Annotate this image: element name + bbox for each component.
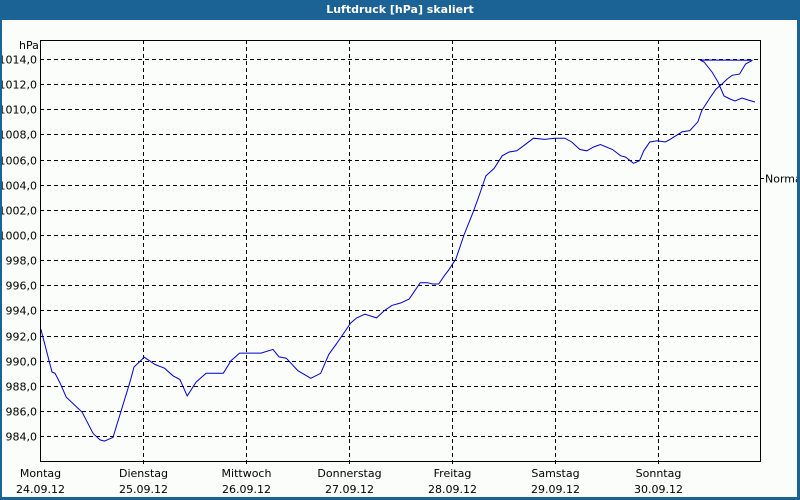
- window-title: Luftdruck [hPa] skaliert: [326, 3, 474, 16]
- x-tick-date-label: 24.09.12: [16, 483, 65, 496]
- y-tick-label: 1012,0: [2, 79, 37, 92]
- y-tick-label: 996,0: [6, 280, 38, 293]
- x-tick-date-label: 27.09.12: [325, 483, 374, 496]
- x-tick-date-label: 26.09.12: [222, 483, 271, 496]
- y-axis-unit-label: hPa: [19, 39, 39, 52]
- pressure-line: [40, 59, 756, 442]
- x-tick-day-label: Montag: [20, 467, 61, 480]
- x-tick-day-label: Freitag: [434, 467, 472, 480]
- y-tick-label: 994,0: [6, 305, 38, 318]
- y-tick-label: 1014,0: [2, 54, 37, 67]
- x-tick-date-label: 28.09.12: [428, 483, 477, 496]
- plot-frame: [40, 40, 761, 462]
- y-tick-label: 1006,0: [2, 155, 37, 168]
- x-tick-day-label: Mittwoch: [222, 467, 272, 480]
- x-tick-day-label: Dienstag: [119, 467, 168, 480]
- y-axis-ticks: 984,0 986,0 988,0 990,0 992,0 994,0 996,0 998,0…: [2, 54, 37, 444]
- pressure-chart: hPa 984,0986,0988,0990,0992,0994,0996,09…: [2, 39, 797, 496]
- y-tick-label: 1002,0: [2, 205, 37, 218]
- y-tick-label: 998,0: [6, 255, 38, 268]
- y-tick-label: 1008,0: [2, 129, 37, 142]
- x-tick-date-label: 30.09.12: [634, 483, 683, 496]
- normal-pressure-label: Normal: [765, 173, 797, 186]
- y-tick-label: 1000,0: [2, 230, 37, 243]
- x-tick-date-label: 25.09.12: [119, 483, 168, 496]
- y-tick-label: 1010,0: [2, 104, 37, 117]
- y-tick-label: 990,0: [6, 356, 38, 369]
- grid-lines: [40, 40, 760, 466]
- x-tick-day-label: Samstag: [531, 467, 579, 480]
- y-tick-label: 986,0: [6, 406, 38, 419]
- y-tick-label: 984,0: [6, 431, 38, 444]
- x-tick-day-label: Sonntag: [636, 467, 682, 480]
- annotations: Normal: [760, 173, 797, 186]
- y-tick-label: 1004,0: [2, 180, 37, 193]
- x-axis-ticks: Montag 24.09.12 Dienstag 25.09.12 Mittwoch 26…: [16, 467, 683, 496]
- x-tick-day-label: Donnerstag: [317, 467, 381, 480]
- y-tick-label: 992,0: [6, 331, 38, 344]
- x-tick-date-label: 29.09.12: [531, 483, 580, 496]
- chart-area: hPa 984,0 986,0 988,0 990,0 992,0 994,0 996,0 9…: [2, 20, 797, 497]
- y-tick-label: 988,0: [6, 381, 38, 394]
